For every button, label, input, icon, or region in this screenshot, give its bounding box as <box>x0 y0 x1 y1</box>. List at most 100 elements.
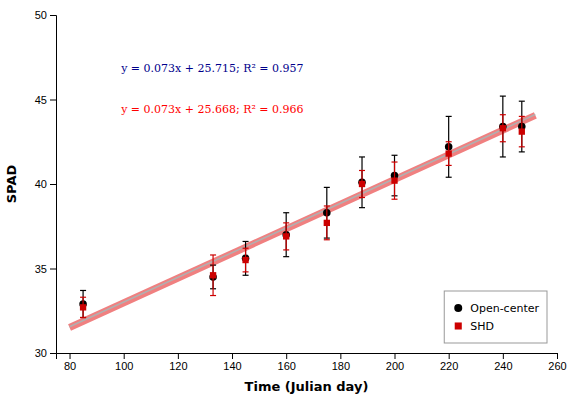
legend-item: Open-center <box>454 302 539 315</box>
x-axis-tick-mark <box>503 353 504 359</box>
point <box>359 181 365 187</box>
plot: 801001201401601802002202402603035404550y… <box>35 9 567 372</box>
series <box>80 115 525 318</box>
x-axis-tick-mark <box>286 353 287 359</box>
error-bar <box>500 115 506 142</box>
y-axis-tick: 35 <box>35 263 56 275</box>
annotation: y = 0.073x + 25.715; R² = 0.957 <box>120 62 303 75</box>
error-bar-cap <box>500 114 506 115</box>
legend-symbol <box>454 304 462 312</box>
x-axis-tick: 180 <box>332 353 350 372</box>
y-axis-tick-mark <box>50 15 56 16</box>
y-axis-tick: 30 <box>35 347 56 359</box>
x-axis-tick-label: 220 <box>440 360 458 372</box>
legend-item: SHD <box>455 320 494 333</box>
error-bar <box>210 255 216 296</box>
error-bar-cap <box>392 155 398 156</box>
x-axis-tick: 220 <box>440 353 458 372</box>
error-bar-cap <box>359 156 365 157</box>
x-axis-tick: 80 <box>64 353 76 372</box>
error-bar-cap <box>283 249 289 250</box>
error-bar-cap <box>500 96 506 97</box>
x-axis-tick-mark <box>340 353 341 359</box>
point <box>500 125 506 131</box>
y-axis-tick-label: 40 <box>35 178 47 190</box>
x-axis-tick-mark <box>395 353 396 359</box>
x-axis-tick: 100 <box>115 353 133 372</box>
error-bar-cap <box>80 317 86 318</box>
x-axis-tick-mark <box>557 353 558 359</box>
error-bar <box>446 116 452 177</box>
annotation: y = 0.073x + 25.668; R² = 0.966 <box>120 103 303 116</box>
y-axis: 30 35 40 45 50 <box>35 9 57 359</box>
point <box>242 257 248 263</box>
x-axis-tick-label: 120 <box>169 360 187 372</box>
x-axis-tick: 160 <box>278 353 296 372</box>
point <box>210 272 216 278</box>
error-bar-cap <box>446 165 452 166</box>
x-axis-tick-label: 180 <box>332 360 350 372</box>
error-bar-cap <box>324 205 330 206</box>
point <box>446 150 452 156</box>
error-bar <box>392 162 398 199</box>
x-axis-tick: 120 <box>169 353 187 372</box>
x-axis-tick: 260 <box>548 353 566 372</box>
error-bar-cap <box>519 151 525 152</box>
legend-symbol <box>455 322 462 329</box>
x-axis-tick-label: 240 <box>494 360 512 372</box>
legend-label: SHD <box>470 320 494 333</box>
error-bar-cap <box>243 275 249 276</box>
error-bar-cap <box>283 256 289 257</box>
error-bar-cap <box>392 199 398 200</box>
error-bar-cap <box>283 222 289 223</box>
error-bar-cap <box>324 239 330 240</box>
y-axis-tick-mark <box>50 269 56 270</box>
error-bar-cap <box>359 197 365 198</box>
x-axis-tick-mark <box>449 353 450 359</box>
y-axis-tick-mark <box>50 353 56 354</box>
error-bar-cap <box>519 116 525 117</box>
y-axis-tick: 40 <box>35 178 56 190</box>
error-bar-cap <box>446 177 452 178</box>
legend: Open-center SHD <box>444 291 547 343</box>
error-bar-cap <box>80 297 86 298</box>
error-bar-cap <box>243 271 249 272</box>
error-bar-cap <box>446 116 452 117</box>
error-bar <box>500 96 506 157</box>
x-axis-title: Time (Julian day) <box>245 379 369 394</box>
error-bar-cap <box>324 187 330 188</box>
y-axis-tick-label: 30 <box>35 347 47 359</box>
error-bar-cap <box>519 146 525 147</box>
error-bar-cap <box>500 141 506 142</box>
error-bar-cap <box>359 170 365 171</box>
point <box>283 233 289 239</box>
x-axis: 80100120140160180200220240260 <box>57 353 567 372</box>
y-axis-tick-label: 35 <box>35 263 47 275</box>
y-axis-tick-mark <box>50 100 56 101</box>
error-bar <box>283 223 289 250</box>
error-bar <box>324 206 330 240</box>
y-axis-line <box>50 16 57 354</box>
x-axis-tick-mark <box>70 353 71 359</box>
error-bar <box>243 241 249 275</box>
point <box>324 220 330 226</box>
y-axis-tick-mark <box>50 184 56 185</box>
x-axis-tick: 200 <box>386 353 404 372</box>
x-axis-tick-label: 100 <box>115 360 133 372</box>
error-bar-cap <box>446 141 452 142</box>
error-bar-cap <box>243 248 249 249</box>
error-bar-cap <box>210 295 216 296</box>
x-axis-tick-label: 200 <box>386 360 404 372</box>
x-axis-tick-mark <box>178 353 179 359</box>
point <box>391 177 397 183</box>
series <box>79 96 525 317</box>
error-bar <box>519 101 525 152</box>
point <box>519 128 525 134</box>
y-axis-tick-label: 50 <box>35 9 47 21</box>
x-axis-line <box>57 354 558 360</box>
y-axis-tick: 45 <box>35 94 56 106</box>
error-bar <box>283 213 289 257</box>
error-bar <box>80 297 86 317</box>
legend-box <box>444 291 547 343</box>
error-bar <box>80 290 86 317</box>
